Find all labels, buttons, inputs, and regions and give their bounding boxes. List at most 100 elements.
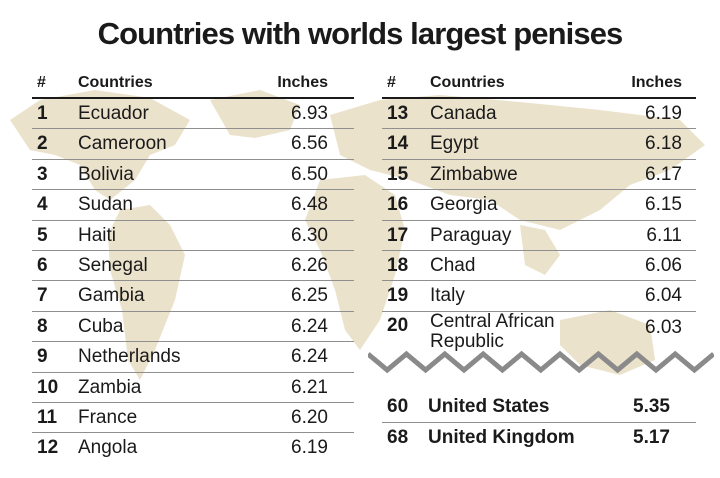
country-cell: Haiti (78, 224, 117, 246)
table-row: 8 Cuba 6.24 (32, 312, 354, 343)
country-cell: Egypt (430, 133, 479, 155)
country-cell: Cameroon (78, 133, 167, 155)
table-left: # Countries Inches 1 Ecuador 6.93 2 Cameroon… (32, 68, 354, 463)
country-cell: Sudan (78, 194, 133, 216)
country-cell: Central African Republic (430, 310, 555, 352)
rank-cell: 12 (37, 437, 59, 459)
table-row: 60 United States 5.35 (382, 392, 696, 423)
country-cell: United States (428, 396, 550, 417)
table-row: 6 Senegal 6.26 (32, 251, 354, 282)
inches-cell: 6.03 (645, 316, 682, 338)
rank-cell: 3 (37, 163, 48, 185)
inches-cell: 6.50 (291, 163, 328, 185)
table-row: 14 Egypt 6.18 (382, 129, 696, 160)
table-right: # Countries Inches 13 Canada 6.19 14 Egypt 6.… (382, 68, 696, 358)
country-cell: Senegal (78, 254, 148, 276)
rank-cell: 14 (387, 133, 409, 155)
rank-cell: 68 (387, 427, 409, 448)
country-cell: Cuba (78, 315, 124, 337)
inches-cell: 5.17 (633, 427, 670, 448)
inches-cell: 6.26 (291, 254, 328, 276)
rank-cell: 60 (387, 396, 409, 417)
country-cell: Zambia (78, 376, 142, 398)
inches-cell: 6.56 (291, 133, 328, 155)
inches-cell: 5.35 (633, 396, 670, 417)
inches-cell: 6.48 (291, 194, 328, 216)
header-countries: Countries (78, 74, 153, 91)
country-cell: Zimbabwe (430, 163, 518, 185)
country-cell: Ecuador (78, 103, 149, 124)
continent-shape (10, 90, 190, 200)
country-cell: Chad (430, 254, 476, 276)
table-row: 20 Central African Republic 6.03 (382, 310, 696, 358)
inches-cell: 6.93 (291, 103, 328, 124)
rank-cell: 9 (37, 346, 48, 368)
inches-cell: 6.11 (646, 224, 682, 246)
inches-cell: 6.24 (291, 346, 328, 368)
header-rank: # (387, 74, 396, 91)
table-row: 15 Zimbabwe 6.17 (382, 160, 696, 191)
header-countries: Countries (430, 74, 505, 91)
country-cell: United Kingdom (428, 427, 575, 448)
country-cell: Italy (430, 285, 465, 307)
rank-cell: 8 (37, 315, 48, 337)
rank-cell: 16 (387, 194, 409, 216)
inches-cell: 6.20 (291, 406, 328, 428)
table-row: 17 Paraguay 6.11 (382, 221, 696, 251)
table-row: 3 Bolivia 6.50 (32, 160, 354, 191)
rank-cell: 6 (37, 254, 48, 276)
country-cell: France (78, 406, 138, 428)
table-row: 2 Cameroon 6.56 (32, 129, 354, 160)
header-rank: # (37, 74, 46, 91)
country-cell: Angola (78, 437, 138, 459)
table-row: 16 Georgia 6.15 (382, 190, 696, 221)
table-row: 9 Netherlands 6.24 (32, 342, 354, 373)
rank-cell: 10 (37, 376, 59, 398)
inches-cell: 6.06 (645, 254, 682, 276)
table-row: 10 Zambia 6.21 (32, 373, 354, 403)
inches-cell: 6.17 (645, 163, 682, 185)
rank-cell: 15 (387, 163, 409, 185)
continent-shape (210, 90, 300, 138)
rank-cell: 1 (37, 103, 48, 124)
table-row: 18 Chad 6.06 (382, 251, 696, 282)
country-cell: Canada (430, 103, 497, 124)
inches-cell: 6.19 (645, 103, 682, 124)
table-row: 5 Haiti 6.30 (32, 221, 354, 251)
rank-cell: 2 (37, 133, 48, 155)
inches-cell: 6.25 (291, 285, 328, 307)
inches-cell: 6.21 (291, 376, 328, 398)
table-row: 19 Italy 6.04 (382, 281, 696, 312)
table-row: 7 Gambia 6.25 (32, 281, 354, 312)
continent-shape (305, 175, 405, 350)
rank-cell: 11 (37, 406, 58, 428)
table-row: 4 Sudan 6.48 (32, 190, 354, 221)
table-row: 11 France 6.20 (32, 403, 354, 434)
rank-cell: 5 (37, 224, 48, 246)
inches-cell: 6.24 (291, 315, 328, 337)
rank-cell: 7 (37, 285, 48, 307)
continent-shape (108, 205, 185, 380)
country-cell: Georgia (430, 194, 498, 216)
rank-cell: 19 (387, 285, 409, 307)
inches-cell: 6.30 (291, 224, 328, 246)
table-row: 13 Canada 6.19 (382, 99, 696, 130)
table-extra: 60 United States 5.35 68 United Kingdom 5.17 (382, 392, 696, 453)
inches-cell: 6.04 (645, 285, 682, 307)
break-divider (368, 350, 714, 374)
table-header: # Countries Inches (32, 68, 354, 99)
rank-cell: 13 (387, 103, 409, 124)
table-header: # Countries Inches (382, 68, 696, 99)
inches-cell: 6.15 (645, 194, 682, 216)
inches-cell: 6.19 (291, 437, 328, 459)
header-inches: Inches (277, 74, 328, 91)
rank-cell: 20 (387, 314, 409, 336)
inches-cell: 6.18 (645, 133, 682, 155)
country-cell: Paraguay (430, 224, 512, 246)
table-row: 1 Ecuador 6.93 (32, 99, 354, 130)
table-row: 12 Angola 6.19 (32, 433, 354, 462)
country-cell: Bolivia (78, 163, 134, 185)
rank-cell: 17 (387, 224, 409, 246)
table-row: 68 United Kingdom 5.17 (382, 423, 696, 453)
rank-cell: 4 (37, 194, 48, 216)
